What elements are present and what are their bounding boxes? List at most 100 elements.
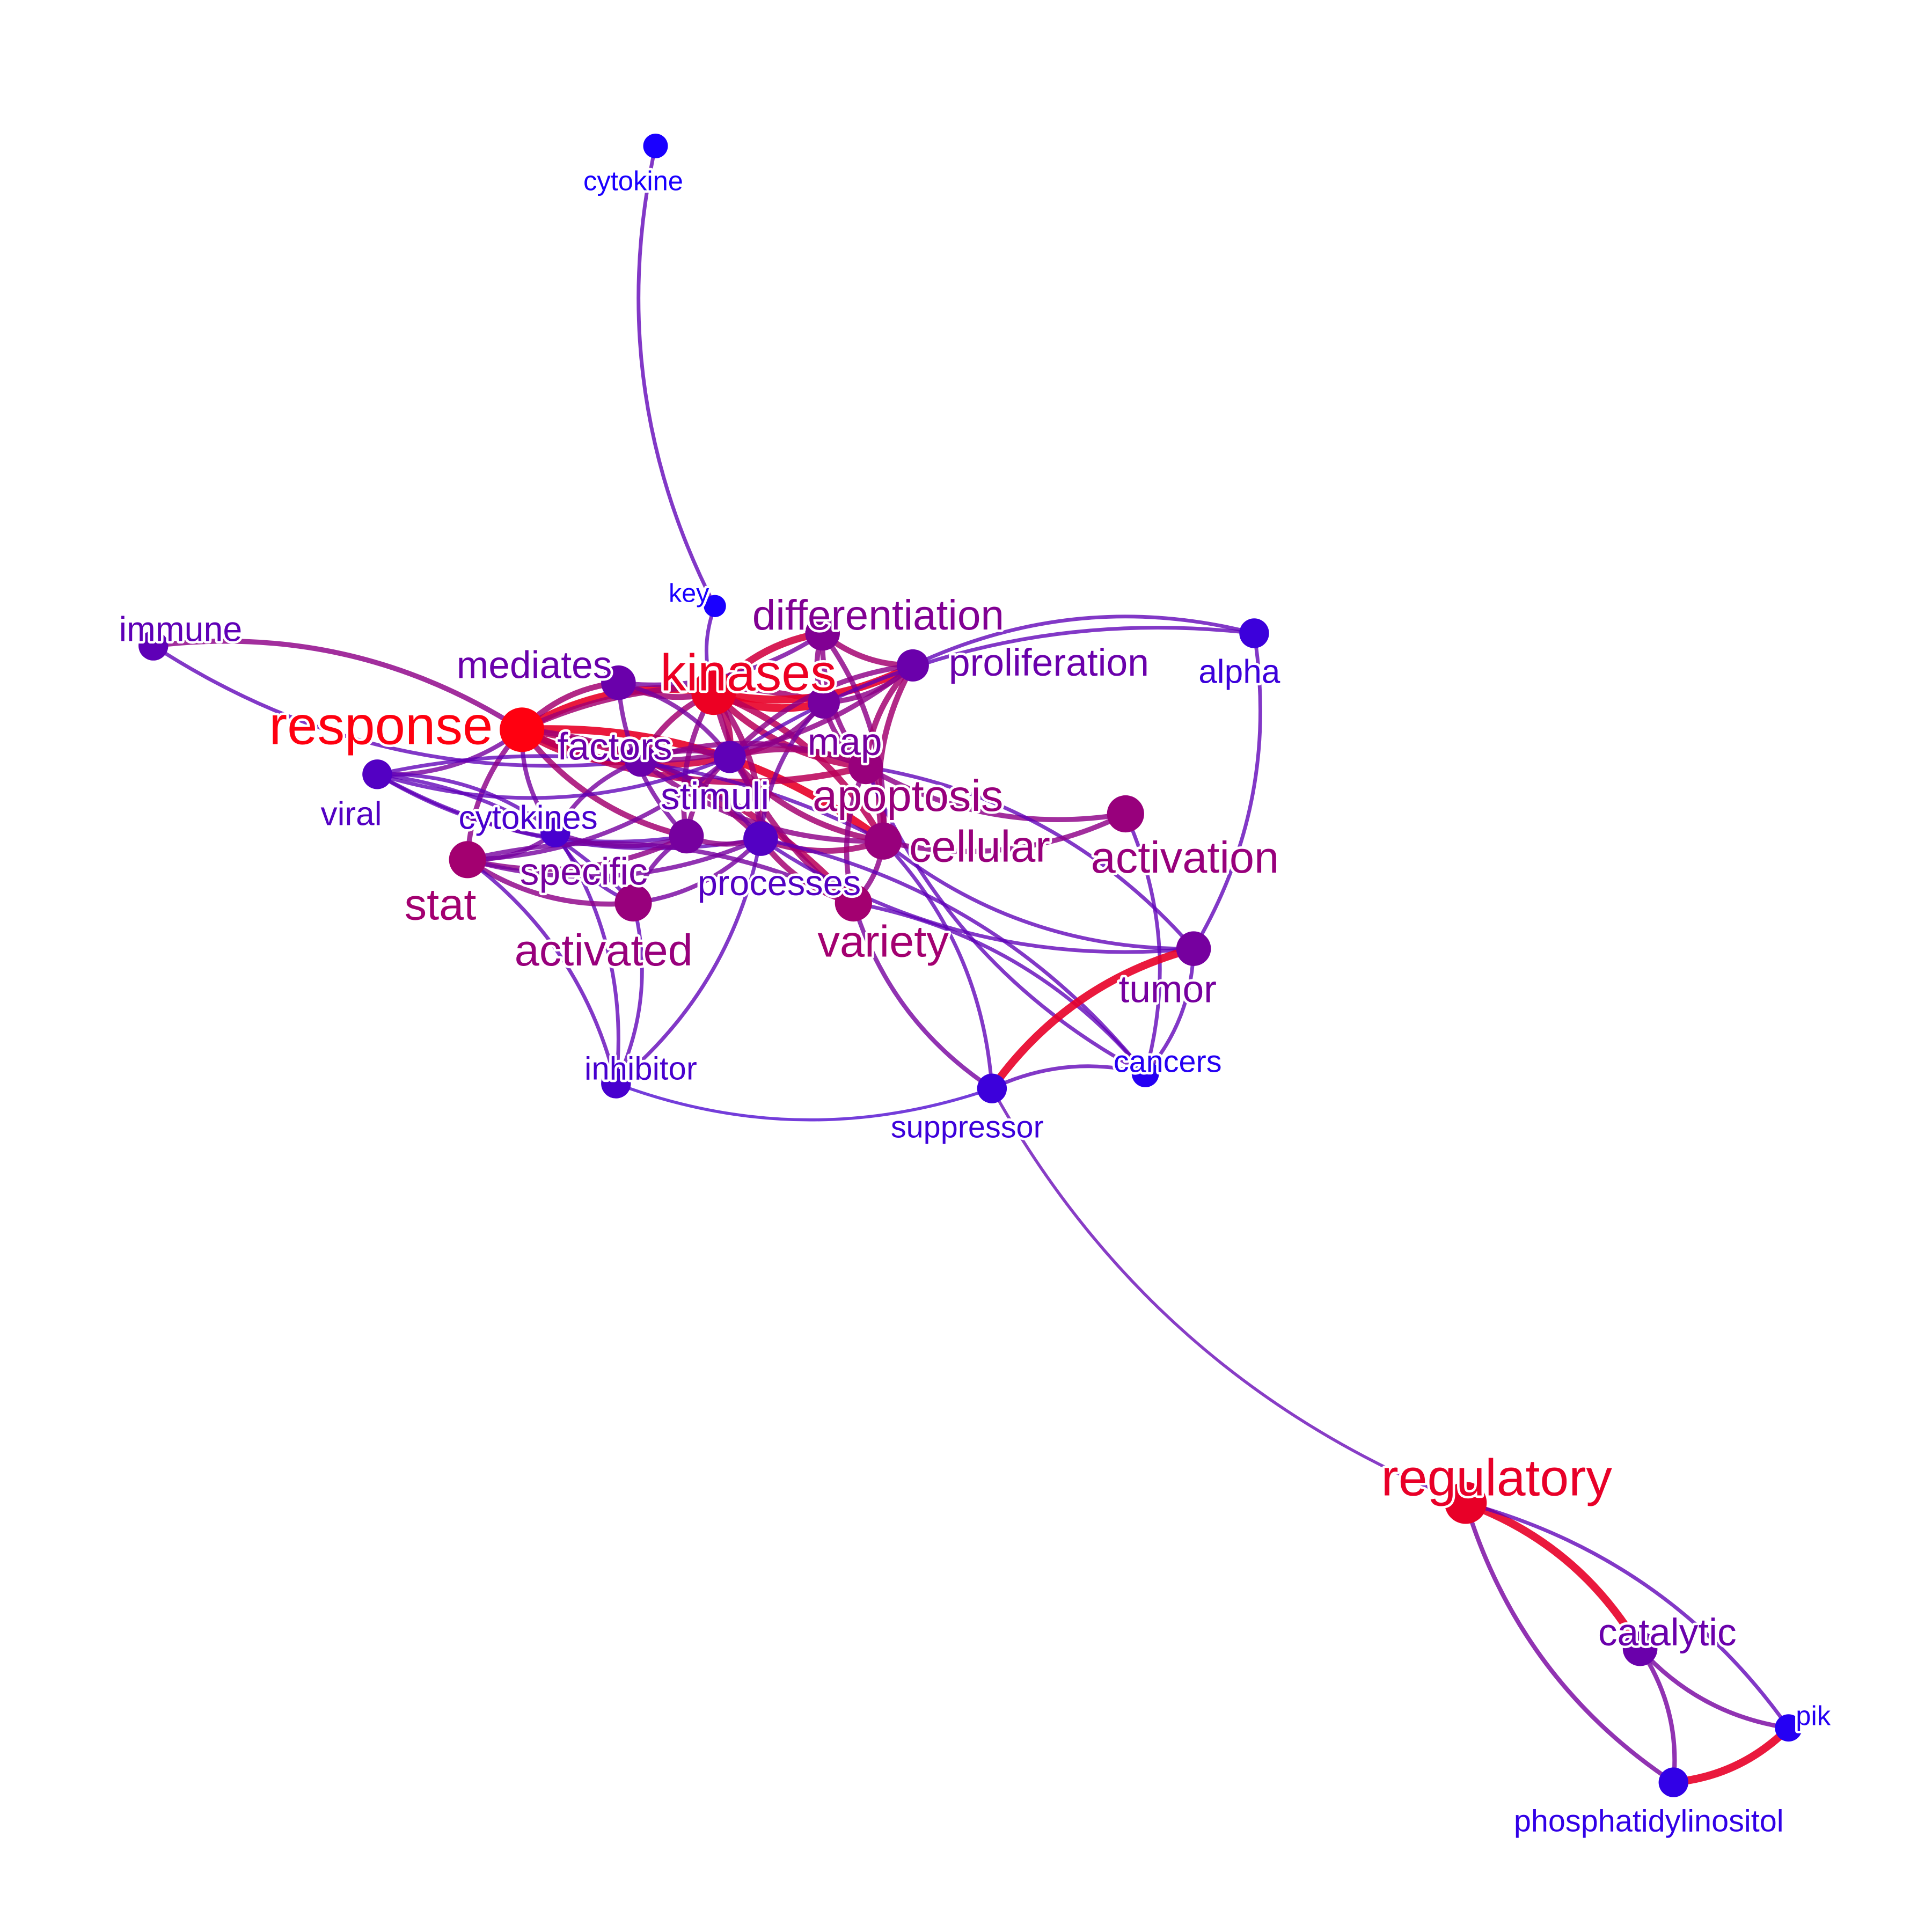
edge-apoptosis-activation bbox=[863, 764, 1129, 822]
edge-phosphatidylinositol-pik bbox=[1669, 1724, 1793, 1787]
edge-map-processes bbox=[758, 700, 826, 841]
node-stimuli[interactable] bbox=[713, 741, 746, 773]
node-label-immune: immune bbox=[119, 610, 242, 649]
node-label-catalytic: catalytic bbox=[1598, 1611, 1737, 1654]
edge-proliferation-alpha bbox=[911, 614, 1256, 668]
node-alpha[interactable] bbox=[1239, 618, 1269, 648]
node-label-cytokines: cytokines bbox=[458, 799, 597, 836]
nodes-layer bbox=[138, 134, 1803, 1797]
node-mediates[interactable] bbox=[601, 665, 636, 700]
node-label-cytokine: cytokine bbox=[583, 165, 683, 196]
node-label-inhibitor: inhibitor bbox=[584, 1051, 697, 1087]
node-label-factors: factors bbox=[557, 726, 672, 769]
edge-variety-suppressor bbox=[851, 901, 994, 1091]
node-label-key: key bbox=[669, 579, 709, 608]
edge-tumor-cancers bbox=[1143, 947, 1196, 1075]
node-label-phosphatidylinositol: phosphatidylinositol bbox=[1514, 1804, 1784, 1838]
edge-regulatory-phosphatidylinositol bbox=[1463, 1501, 1676, 1785]
node-label-map: map bbox=[808, 720, 882, 763]
edge-cellular-tumor bbox=[881, 839, 1196, 951]
node-label-mediates: mediates bbox=[457, 643, 612, 686]
edge-immune-factors bbox=[151, 643, 643, 768]
edge-alpha-stimuli bbox=[728, 626, 1256, 759]
edge-variety-stat bbox=[465, 841, 856, 905]
node-label-pik: pik bbox=[1796, 1701, 1831, 1731]
edge-regulatory-catalytic bbox=[1461, 1498, 1644, 1653]
edge-stat-inhibitor bbox=[465, 858, 618, 1086]
node-cytokine[interactable] bbox=[643, 134, 668, 158]
node-inhibitor[interactable] bbox=[601, 1069, 631, 1099]
edge-response-map bbox=[519, 684, 827, 733]
edge-catalytic-phosphatidylinositol bbox=[1638, 1646, 1677, 1785]
node-activation[interactable] bbox=[1107, 795, 1144, 833]
node-label-stimuli: stimuli bbox=[661, 775, 769, 818]
node-processes[interactable] bbox=[743, 821, 778, 856]
node-activated[interactable] bbox=[614, 884, 652, 922]
node-cancers[interactable] bbox=[1131, 1060, 1159, 1087]
edge-processes-inhibitor bbox=[614, 837, 763, 1086]
node-label-differentiation: differentiation bbox=[752, 591, 1004, 639]
labels-layer: cytokine key differentiation immune mediates… bbox=[116, 163, 1833, 1841]
node-response[interactable] bbox=[500, 707, 545, 752]
node-label-activated: activated bbox=[515, 925, 693, 975]
node-key[interactable] bbox=[704, 595, 726, 618]
node-label-response: response bbox=[269, 696, 493, 756]
node-cellular[interactable] bbox=[865, 822, 902, 860]
node-label-specific: specific bbox=[520, 850, 648, 893]
edge-response-specific bbox=[519, 727, 690, 839]
edge-tumor-suppressor bbox=[988, 945, 1198, 1093]
node-proliferation[interactable] bbox=[896, 649, 929, 682]
edge-cellular-activation bbox=[880, 811, 1129, 854]
edge-processes-tumor bbox=[758, 837, 1196, 954]
node-label-alpha: alpha bbox=[1198, 654, 1280, 691]
node-factors[interactable] bbox=[624, 744, 657, 777]
edge-catalytic-pik bbox=[1638, 1646, 1791, 1730]
edge-regulatory-pik bbox=[1463, 1501, 1791, 1730]
node-differentiation[interactable] bbox=[805, 616, 840, 651]
node-label-proliferation: proliferation bbox=[949, 641, 1149, 684]
node-label-activation: activation bbox=[1091, 832, 1279, 882]
node-suppressor[interactable] bbox=[977, 1073, 1007, 1103]
node-specific[interactable] bbox=[669, 818, 704, 854]
edge-suppressor-regulatory bbox=[990, 1087, 1467, 1505]
node-viral[interactable] bbox=[362, 759, 392, 789]
edge-viral-stimuli bbox=[375, 755, 732, 800]
node-label-stat: stat bbox=[405, 880, 477, 930]
node-label-processes: processes bbox=[698, 863, 861, 903]
node-phosphatidylinositol[interactable] bbox=[1658, 1767, 1688, 1797]
edge-apoptosis-cancers bbox=[863, 765, 1147, 1075]
node-label-cellular: cellular bbox=[909, 821, 1050, 871]
node-cytokines[interactable] bbox=[540, 817, 570, 847]
node-regulatory[interactable] bbox=[1444, 1482, 1487, 1524]
node-immune[interactable] bbox=[138, 631, 169, 661]
edge-variety-cancers bbox=[851, 901, 1147, 1075]
edge-cytokine-key bbox=[636, 144, 717, 608]
edges-layer bbox=[151, 144, 1793, 1787]
node-pik[interactable] bbox=[1775, 1714, 1803, 1742]
edge-viral-specific bbox=[375, 772, 689, 844]
edge-suppressor-cancers bbox=[990, 1064, 1147, 1091]
node-label-regulatory: regulatory bbox=[1381, 1448, 1612, 1507]
node-label-kinases: kinases bbox=[660, 643, 836, 701]
node-stat[interactable] bbox=[449, 841, 486, 879]
node-map[interactable] bbox=[808, 686, 840, 719]
edge-alpha-tumor bbox=[1191, 631, 1262, 951]
edge-stimuli-cellular bbox=[727, 754, 886, 844]
node-kinases[interactable] bbox=[691, 670, 736, 715]
node-label-variety: variety bbox=[817, 917, 949, 967]
edge-immune-response bbox=[151, 639, 525, 733]
node-tumor[interactable] bbox=[1176, 931, 1211, 966]
node-label-suppressor: suppressor bbox=[891, 1110, 1044, 1144]
edge-cellular-suppressor bbox=[881, 839, 994, 1091]
node-label-apoptosis: apoptosis bbox=[813, 771, 1003, 821]
node-label-viral: viral bbox=[320, 796, 382, 833]
edge-activated-inhibitor bbox=[614, 901, 644, 1086]
node-label-tumor: tumor bbox=[1118, 968, 1217, 1011]
node-apoptosis[interactable] bbox=[848, 749, 883, 785]
edge-processes-cancers bbox=[758, 837, 1147, 1075]
node-variety[interactable] bbox=[835, 884, 872, 922]
edge-cytokines-inhibitor bbox=[553, 830, 620, 1086]
edge-viral-cytokines bbox=[375, 772, 558, 835]
node-catalytic[interactable] bbox=[1622, 1631, 1658, 1666]
